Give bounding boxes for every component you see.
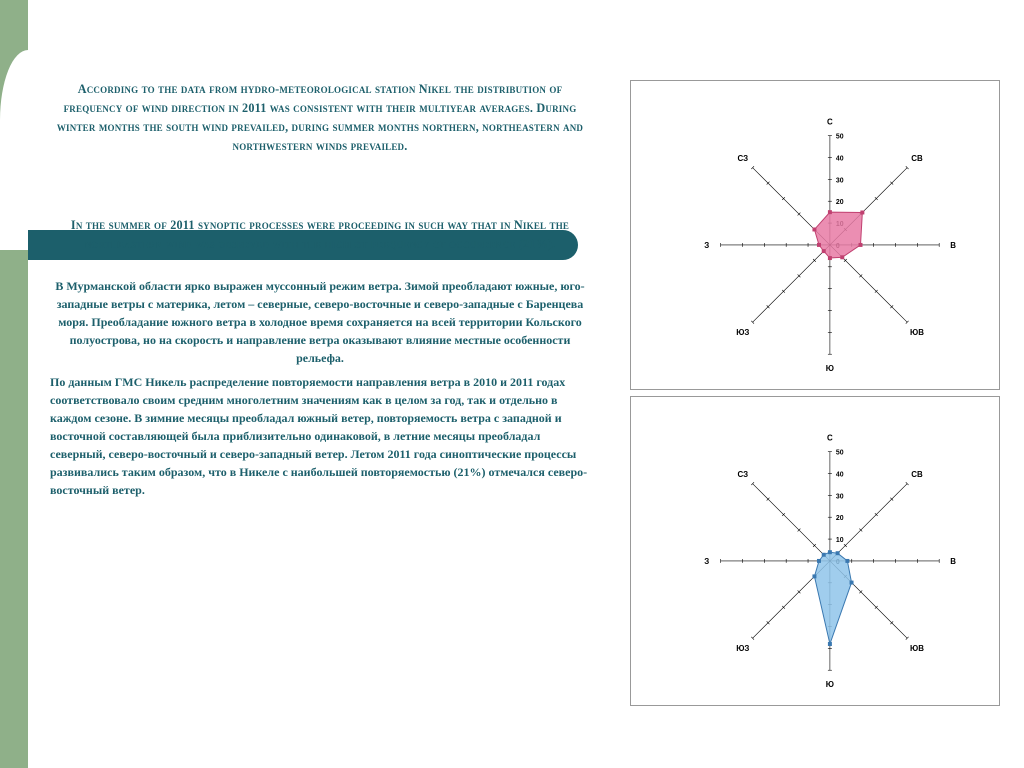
- paragraph-en-1: According to the data from hydro-meteoro…: [50, 80, 590, 156]
- paragraph-en-2: In the summer of 2011 synoptic processes…: [50, 216, 590, 254]
- svg-text:Ю: Ю: [826, 680, 834, 689]
- svg-text:30: 30: [836, 177, 844, 184]
- svg-text:ЮЗ: ЮЗ: [736, 328, 749, 337]
- svg-text:20: 20: [836, 515, 844, 522]
- svg-text:В: В: [950, 557, 956, 566]
- wind-rose-chart-1: ССВВЮВЮЮЗЗСЗ01020304050: [630, 80, 1000, 390]
- svg-text:50: 50: [836, 134, 844, 141]
- paragraph-ru-2: По данным ГМС Никель распределение повто…: [50, 373, 590, 499]
- wind-rose-chart-2: ССВВЮВЮЮЗЗСЗ01020304050: [630, 396, 1000, 706]
- paragraph-ru-1: В Мурманской области ярко выражен муссон…: [50, 277, 590, 367]
- charts-column: ССВВЮВЮЮЗЗСЗ01020304050 ССВВЮВЮЮЗЗСЗ0102…: [630, 80, 1000, 712]
- svg-text:50: 50: [836, 450, 844, 457]
- svg-text:СЗ: СЗ: [737, 154, 748, 163]
- svg-text:30: 30: [836, 493, 844, 500]
- svg-text:20: 20: [836, 199, 844, 206]
- svg-text:З: З: [704, 241, 709, 250]
- svg-text:40: 40: [836, 155, 844, 162]
- svg-text:СЗ: СЗ: [737, 470, 748, 479]
- svg-text:10: 10: [836, 537, 844, 544]
- svg-text:СВ: СВ: [911, 154, 923, 163]
- svg-text:С: С: [827, 434, 833, 443]
- svg-text:ЮЗ: ЮЗ: [736, 644, 749, 653]
- text-column: According to the data from hydro-meteoro…: [50, 80, 590, 499]
- svg-text:З: З: [704, 557, 709, 566]
- svg-text:СВ: СВ: [911, 470, 923, 479]
- svg-text:ЮВ: ЮВ: [910, 644, 924, 653]
- svg-text:В: В: [950, 241, 956, 250]
- svg-text:ЮВ: ЮВ: [910, 328, 924, 337]
- svg-text:Ю: Ю: [826, 364, 834, 373]
- leaf-decoration: [0, 50, 28, 250]
- svg-text:С: С: [827, 118, 833, 127]
- svg-text:40: 40: [836, 471, 844, 478]
